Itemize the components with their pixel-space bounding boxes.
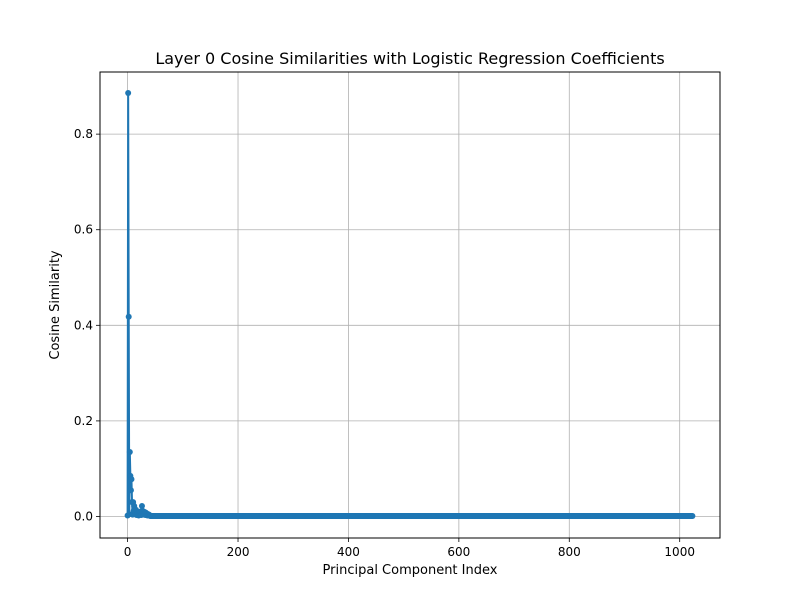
y-tick-label: 0.2 — [74, 414, 93, 428]
x-tick-label: 600 — [447, 545, 470, 559]
x-tick-label: 800 — [558, 545, 581, 559]
data-point — [125, 90, 132, 97]
y-tick-label: 0.0 — [74, 509, 93, 523]
data-point — [127, 487, 134, 494]
x-tick-label: 400 — [337, 545, 360, 559]
data-point — [126, 448, 133, 455]
x-tick-label: 0 — [124, 545, 132, 559]
data-point — [138, 502, 145, 509]
axes-frame — [99, 71, 721, 539]
y-tick-label: 0.4 — [74, 318, 93, 332]
x-tick-label: 1000 — [664, 545, 695, 559]
ticks: 0 200 400 600 800 1000 0.0 0.2 0.4 0.6 0.8 — [74, 127, 695, 559]
x-tick-label: 200 — [227, 545, 250, 559]
x-axis-label: Principal Component Index — [323, 563, 498, 578]
chart-title: Layer 0 Cosine Similarities with Logisti… — [155, 49, 664, 68]
grid — [100, 72, 720, 538]
data-point — [125, 313, 132, 320]
series-layer — [124, 90, 696, 520]
y-tick-label: 0.8 — [74, 127, 93, 141]
y-axis-label: Cosine Similarity — [48, 250, 63, 360]
y-tick-label: 0.6 — [74, 223, 93, 237]
data-point — [128, 476, 135, 483]
data-point — [689, 513, 696, 520]
